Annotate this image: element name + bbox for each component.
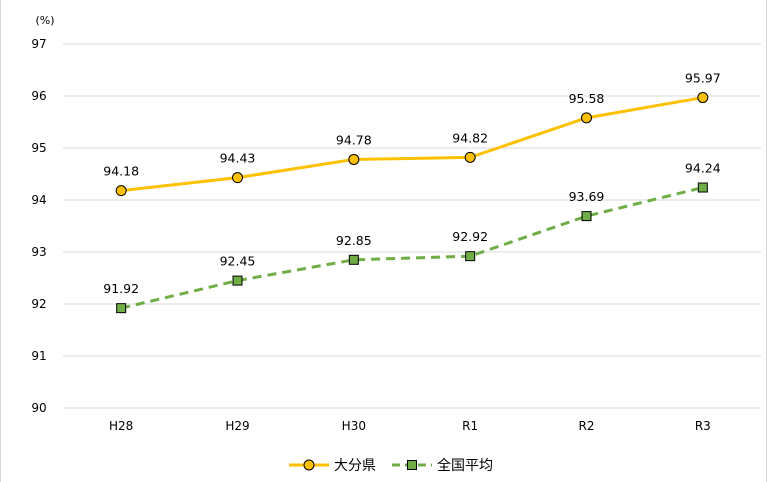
data-label: 92.92 xyxy=(452,229,488,244)
data-label: 93.69 xyxy=(569,189,605,204)
data-label: 94.82 xyxy=(452,130,488,145)
data-point-marker xyxy=(581,211,592,222)
data-point-marker xyxy=(348,153,360,165)
y-tick-label: 96 xyxy=(31,89,46,103)
x-tick-label: R2 xyxy=(579,419,595,433)
data-point-marker xyxy=(581,112,592,124)
data-point-marker xyxy=(232,172,243,184)
data-label: 94.43 xyxy=(220,151,256,166)
y-tick-label: 97 xyxy=(31,37,46,51)
y-tick-label: 91 xyxy=(31,349,46,363)
data-point-marker xyxy=(116,303,127,314)
y-tick-label: 93 xyxy=(31,245,46,259)
data-label: 94.78 xyxy=(336,132,372,147)
data-label: 94.18 xyxy=(103,164,139,179)
y-tick-label: 92 xyxy=(31,297,46,311)
data-point-marker xyxy=(232,275,243,286)
data-label: 95.97 xyxy=(685,71,721,86)
data-point-marker xyxy=(348,254,359,265)
data-label: 94.24 xyxy=(685,161,721,176)
data-point-marker xyxy=(465,251,476,262)
data-label: 92.85 xyxy=(336,233,372,248)
x-tick-label: H29 xyxy=(225,419,249,433)
legend-label: 大分県 xyxy=(334,458,376,474)
series-line xyxy=(121,96,704,193)
gridlines xyxy=(63,43,761,409)
legend-marker xyxy=(407,460,417,470)
x-tick-label: R1 xyxy=(462,419,478,433)
legend-marker xyxy=(303,459,315,471)
data-point-marker xyxy=(697,182,708,193)
y-tick-label: 95 xyxy=(31,141,46,155)
y-unit-label: (%) xyxy=(35,14,54,27)
x-axis-ticks: H28 H29 H30 R1 R2 R3 xyxy=(109,419,711,433)
series-layer xyxy=(115,92,709,314)
y-tick-label: 94 xyxy=(31,193,46,207)
data-point-marker xyxy=(115,185,127,197)
data-labels-layer: 94.18 94.43 94.78 94.82 95.58 95.97 91.92 92.45… xyxy=(103,71,720,297)
x-tick-label: H30 xyxy=(342,419,366,433)
y-tick-label: 90 xyxy=(31,401,46,415)
legend-label: 全国平均 xyxy=(437,457,493,474)
y-axis-ticks: 90 91 92 93 94 95 96 97 (%) xyxy=(31,14,54,415)
x-tick-label: H28 xyxy=(109,419,133,433)
series-line xyxy=(120,186,704,310)
x-tick-label: R3 xyxy=(695,419,711,433)
data-label: 95.58 xyxy=(569,91,605,106)
legend: 大分県 全国平均 xyxy=(289,457,493,474)
data-point-marker xyxy=(464,151,476,163)
data-label: 91.92 xyxy=(103,281,139,296)
data-label: 92.45 xyxy=(220,254,256,269)
data-point-marker xyxy=(697,92,709,104)
